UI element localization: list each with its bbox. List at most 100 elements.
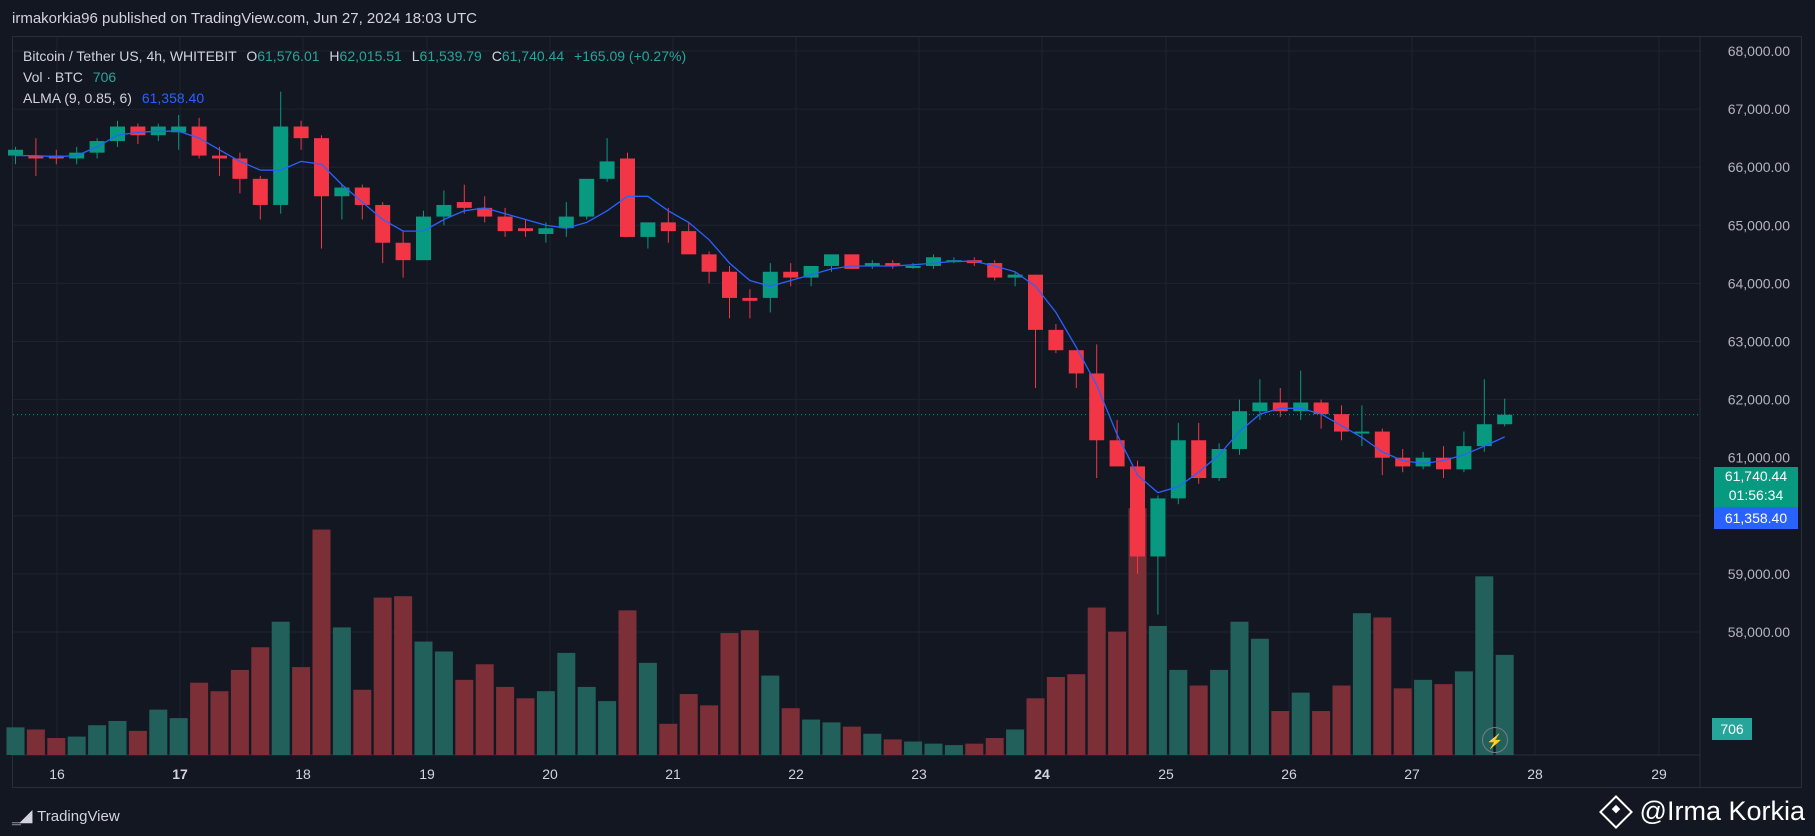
candle-body [844,254,860,269]
candle-body [1028,274,1043,330]
x-tick-label: 27 [1404,766,1420,782]
volume-bar [455,679,474,755]
volume-bar [1271,711,1290,755]
candle-body [130,126,146,136]
candle-body [416,216,431,261]
volume-bar [128,730,147,755]
legend-open-value: 61,576.01 [257,48,320,64]
candle-body [1374,431,1390,458]
legend-volume-row[interactable]: Vol · BTC 706 [23,67,686,88]
candle-body [518,228,533,232]
volume-bar [577,686,596,755]
candle-body [1497,414,1513,425]
binance-diamond-icon [1598,794,1633,829]
volume-bar [822,722,841,755]
legend-symbol[interactable]: Bitcoin / Tether US, 4h, WHITEBIT [23,48,237,64]
volume-bar [536,691,555,755]
x-tick-label: 26 [1281,766,1297,782]
y-tick-label: 63,000.00 [1728,334,1790,350]
candle-body [171,126,187,133]
volume-bar [985,737,1004,755]
volume-tag: 706 [1712,718,1752,740]
close-price-value: 61,740.44 [1724,468,1788,484]
volume-bar [1373,617,1392,755]
x-tick-label: 23 [911,766,927,782]
volume-bar [1393,688,1412,755]
volume-bar [6,727,25,755]
published-caption: irmakorkia96 published on TradingView.co… [12,10,477,27]
volume-bar [965,743,984,755]
volume-bar [924,743,943,755]
volume-bar [904,741,923,755]
top-bar: irmakorkia96 published on TradingView.co… [0,0,1815,36]
lightning-icon[interactable]: ⚡ [1482,727,1508,753]
volume-bar [598,701,617,755]
volume-bar [781,708,800,755]
candle-body [599,161,615,179]
candle-body [558,216,574,229]
tradingview-logo-icon: ‗◢ [12,808,32,825]
candle-body [1436,457,1451,470]
y-tick-label: 68,000.00 [1728,43,1790,59]
volume-bar [292,667,311,755]
volume-bar [332,627,351,755]
legend-alma-row[interactable]: ALMA (9, 0.85, 6) 61,358.40 [23,88,686,109]
volume-bar [190,682,209,755]
legend-alma-label[interactable]: ALMA (9, 0.85, 6) [23,90,132,106]
candle-body [762,271,778,298]
volume-bar [1046,677,1065,755]
volume-bar [679,694,698,755]
tradingview-brand[interactable]: ‗◢ TradingView [12,806,120,826]
volume-bar [1332,685,1351,755]
volume-bar [740,630,759,755]
tradingview-brand-text: TradingView [37,807,120,825]
candle-body [1007,274,1023,278]
volume-bar [638,662,657,755]
volume-bar [1210,669,1229,755]
candle-body [497,216,513,232]
legend-alma-value: 61,358.40 [141,90,205,106]
volume-bar [944,745,963,755]
volume-bar [1169,669,1188,755]
volume-bar [88,725,107,755]
candle-body [334,187,350,197]
y-tick-label: 65,000.00 [1728,217,1790,233]
candle-body [1354,431,1370,434]
volume-bar [434,651,453,755]
volume-bar [475,664,494,755]
volume-bar [883,739,902,755]
volume-bar [67,736,86,755]
volume-bar [1148,625,1167,755]
candle-body [1048,329,1064,351]
volume-bar [1128,508,1147,755]
candle-body [314,138,329,197]
candle-body [1272,402,1288,412]
volume-bar [496,686,515,755]
legend-close-label: C [491,48,502,64]
volume-bar [1352,613,1371,755]
candle-body [252,178,268,205]
y-tick-label: 67,000.00 [1728,101,1790,117]
candle-body [1252,402,1268,412]
candle-body [436,204,452,217]
candle-body [395,242,411,261]
y-tick-label: 59,000.00 [1728,566,1790,582]
legend-high-label: H [329,48,340,64]
volume-bar [271,621,290,755]
volume-bar [108,720,127,755]
legend-symbol-row[interactable]: Bitcoin / Tether US, 4h, WHITEBIT O61,57… [23,46,686,67]
candle-body [1476,424,1492,447]
legend-low-label: L [411,48,420,64]
close-price-tag: 61,740.44 01:56:34 [1714,467,1798,507]
y-tick-label: 66,000.00 [1728,159,1790,175]
candle-body [477,207,493,217]
volume-bar [230,669,249,755]
candle-body [375,204,391,243]
volume-bar [1291,692,1310,755]
legend-volume-label[interactable]: Vol · BTC [23,69,83,85]
candle-body [354,187,370,205]
candle-body [28,155,44,159]
candle-body [1109,440,1125,467]
volume-bar [47,737,66,755]
